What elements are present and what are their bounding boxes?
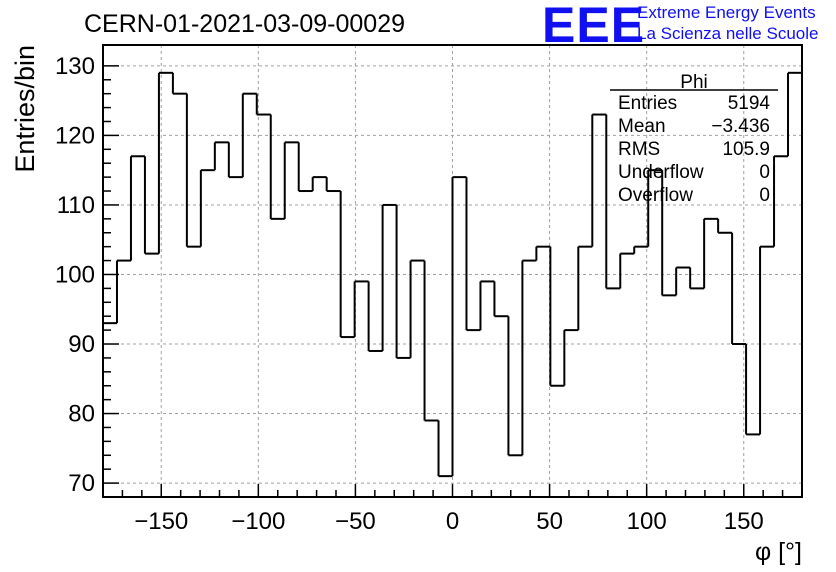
stats-key: RMS — [618, 139, 661, 160]
stats-row-rms: RMS 105.9 — [610, 139, 770, 162]
stats-key: Entries — [618, 93, 678, 114]
stats-value: −3.436 — [711, 116, 770, 137]
logo-caption-line1: Extreme Energy Events — [637, 3, 816, 22]
y-tick-label: 100 — [55, 261, 95, 288]
y-tick-label: 70 — [68, 470, 95, 497]
stats-value: 0 — [759, 162, 770, 183]
eee-logo: EEE — [542, 0, 646, 53]
x-tick-label: 150 — [724, 508, 764, 535]
x-tick-label: −150 — [134, 508, 188, 535]
logo-caption-line2: La Scienza nelle Scuole — [637, 24, 819, 43]
y-tick-label: 120 — [55, 122, 95, 149]
stats-value: 5194 — [727, 93, 770, 114]
x-tick-label: 0 — [446, 508, 459, 535]
x-tick-label: −50 — [335, 508, 376, 535]
x-tick-label: −100 — [231, 508, 285, 535]
stats-row-overflow: Overflow 0 — [610, 185, 770, 208]
stats-key: Underflow — [618, 162, 704, 183]
stats-row-mean: Mean −3.436 — [610, 116, 770, 139]
stats-value: 105.9 — [722, 139, 770, 160]
stats-key: Overflow — [618, 185, 693, 206]
x-axis-label: φ [°] — [755, 538, 802, 566]
stats-key: Mean — [618, 116, 666, 137]
y-axis-label: Entries/bin — [10, 45, 40, 173]
stats-row-underflow: Underflow 0 — [610, 162, 770, 185]
stats-row-entries: Entries 5194 — [610, 93, 770, 116]
x-tick-label: 100 — [627, 508, 667, 535]
axes: −150 −100 −50 0 50 100 150 70 80 90 100 110 120 130 — [55, 44, 803, 535]
y-tick-label: 80 — [68, 401, 95, 428]
stats-value: 0 — [759, 185, 770, 206]
y-tick-label: 90 — [68, 331, 95, 358]
y-tick-label: 130 — [55, 53, 95, 80]
stats-title: Phi — [680, 72, 708, 93]
y-tick-label: 110 — [57, 192, 95, 219]
histogram-series — [103, 71, 802, 478]
x-tick-label: 50 — [536, 508, 563, 535]
chart-title: CERN-01-2021-03-09-00029 — [84, 10, 406, 38]
